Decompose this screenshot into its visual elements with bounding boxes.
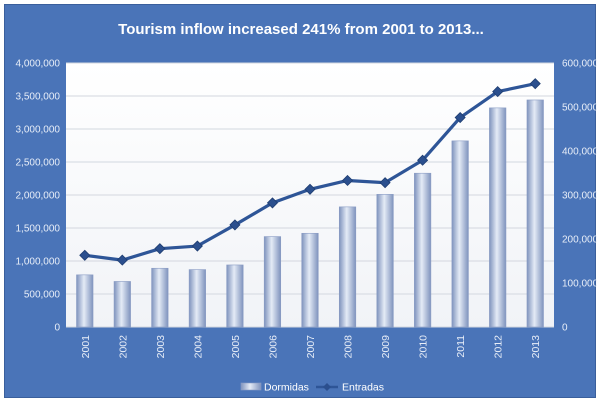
entradas-point [79,249,91,261]
x-tick-label: 2003 [155,335,167,359]
x-tick-label: 2011 [455,335,467,358]
bar [76,274,94,328]
entradas-point [229,219,241,231]
entradas-point [492,86,504,98]
bar [188,269,206,328]
chart-title: Tourism inflow increased 241% from 2001 … [118,21,484,38]
x-tick-label: 2013 [530,335,542,359]
entradas-point [341,174,354,187]
entradas-point [417,154,429,166]
x-tick-label: 2010 [418,335,430,359]
right-tick-label: 0 [562,323,568,334]
x-tick-label: 2002 [117,335,129,359]
bar [301,232,319,328]
x-tick-label: 2008 [343,335,355,359]
left-axis-ticks: 0 500,000 1,000,000 1,500,000 2,000,000 2,500… [16,59,61,334]
bar [489,107,507,328]
left-tick-label: 4,000,000 [16,59,61,70]
left-tick-label: 3,000,000 [16,125,61,136]
left-tick-label: 3,500,000 [16,92,61,103]
x-tick-label: 2007 [305,335,317,359]
bar [376,194,394,328]
entradas-point [454,111,466,124]
entradas-point [191,240,203,252]
left-tick-label: 0 [54,323,60,334]
bar-series-dormidas [76,99,544,328]
right-tick-label: 500,000 [562,103,597,114]
bar [263,236,282,328]
right-axis-ticks: 0 100,000 200,000 300,000 400,000 500,000 600,… [562,59,597,334]
right-tick-label: 600,000 [562,59,597,70]
right-tick-label: 400,000 [562,147,597,158]
bar [526,99,544,328]
left-tick-label: 2,500,000 [16,158,61,169]
x-tick-label: 2009 [380,335,392,359]
legend-swatch-dormidas [240,382,262,391]
legend-label-entradas: Entradas [342,382,384,394]
left-tick-label: 500,000 [24,290,61,301]
bar [451,140,469,328]
bar [338,206,357,328]
bar [226,264,244,328]
chart-frame: Tourism inflow increased 241% from 2001 … [4,4,598,398]
legend: Dormidas Entradas [240,382,384,394]
entradas-point [379,177,391,189]
entradas-point [304,183,316,195]
right-tick-label: 200,000 [562,235,597,246]
x-tick-label: 2012 [493,335,505,359]
x-tick-label: 2006 [267,335,279,359]
left-tick-label: 1,000,000 [16,257,61,268]
entradas-point [266,197,279,209]
right-tick-label: 100,000 [562,279,597,290]
line-series-entradas [79,78,541,266]
x-tick-label: 2004 [192,335,204,359]
bar [113,281,131,328]
x-tick-label: 2001 [80,335,92,359]
entradas-point [154,243,166,255]
bar [414,172,432,328]
left-tick-label: 2,000,000 [16,191,61,202]
bar [151,267,169,328]
tourism-chart: Tourism inflow increased 241% from 2001 … [16,21,598,394]
x-tick-label: 2005 [230,335,242,359]
left-tick-label: 1,500,000 [16,224,61,235]
legend-label-dormidas: Dormidas [264,382,309,394]
right-tick-label: 300,000 [562,191,597,202]
legend-marker-entradas [323,383,331,391]
entradas-point [116,254,128,266]
entradas-point [529,78,541,90]
x-axis-ticks: 2001 2002 2003 2004 2005 2006 2007 2008 2009 2010… [80,335,542,359]
